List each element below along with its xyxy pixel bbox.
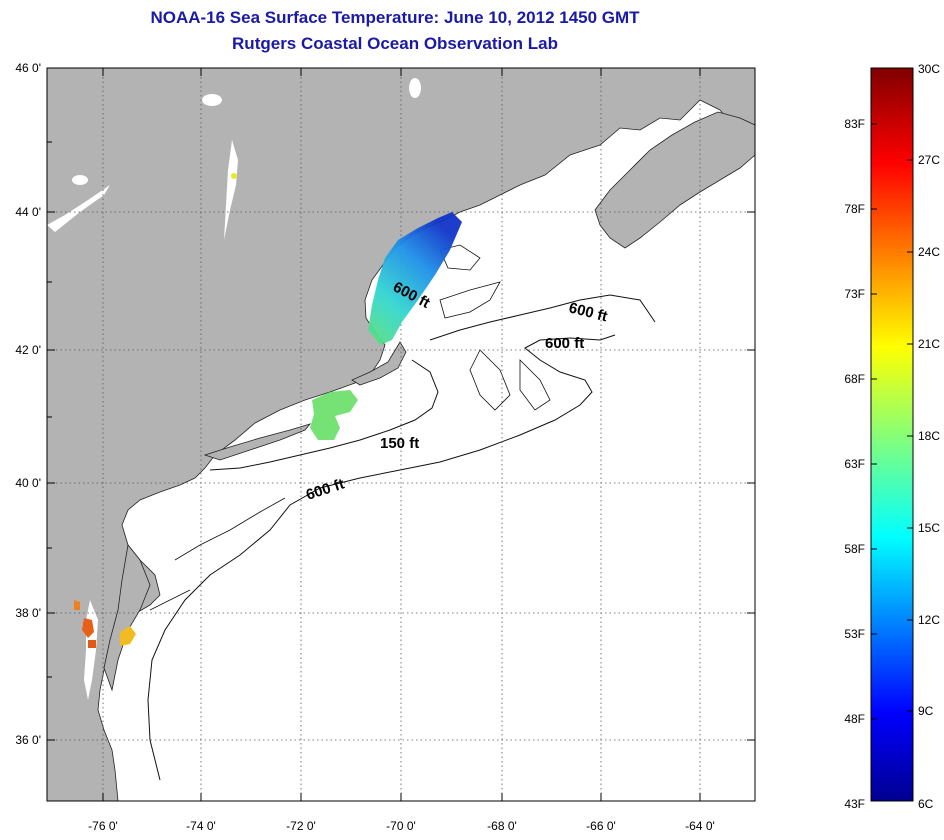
lat-label: 46 0': [15, 61, 41, 75]
land-delmarva: [103, 544, 151, 692]
contour-shelf-inner: [149, 497, 286, 611]
sst-patch-bay: [88, 640, 96, 648]
lat-label: 42 0': [15, 343, 41, 357]
colorbar-f-label: 43F: [844, 797, 865, 811]
lake-small: [409, 78, 421, 98]
contour-600ft: [429, 294, 656, 341]
land-nova-scotia: [594, 111, 755, 249]
sst-patch-bay: [82, 618, 94, 638]
contour-gulf-basins: [439, 244, 551, 411]
colorbar-c-label: 27C: [918, 153, 940, 167]
colorbar-c-label: 12C: [918, 613, 940, 627]
colorbar-f-label: 58F: [844, 542, 865, 556]
colorbar-c-label: 6C: [918, 797, 934, 811]
sst-patch-nantucket: [310, 390, 358, 440]
axis-ticks: [47, 67, 755, 801]
colorbar-f-label: 48F: [844, 712, 865, 726]
colorbar-c-label: 21C: [918, 337, 940, 351]
map-subtitle: Rutgers Coastal Ocean Observation Lab: [232, 34, 558, 53]
lat-label: 44 0': [15, 205, 41, 219]
sst-patch-bay: [74, 600, 80, 610]
colorbar-c-label: 18C: [918, 429, 940, 443]
lon-label: -70 0': [386, 819, 416, 833]
colorbar-f-label: 63F: [844, 457, 865, 471]
contour-600ft: [147, 334, 616, 781]
lat-label: 40 0': [15, 476, 41, 490]
lon-label: -68 0': [487, 819, 517, 833]
colorbar-f-label: 68F: [844, 372, 865, 386]
lon-label: -72 0': [286, 819, 316, 833]
colorbar-c-label: 15C: [918, 521, 940, 535]
colorbar-c-label: 24C: [918, 245, 940, 259]
graticule: [47, 68, 755, 801]
colorbar-ticks: [871, 123, 913, 720]
lon-label: -74 0': [186, 819, 216, 833]
colorbar-c-label: 30C: [918, 62, 940, 76]
lake-champlain: [224, 140, 238, 240]
depth-label: 600 ft: [545, 335, 584, 352]
lon-label: -64 0': [685, 819, 715, 833]
sst-patch-delmarva: [120, 626, 136, 646]
lat-label: 38 0': [15, 606, 41, 620]
lake-small: [202, 94, 222, 106]
colorbar-f-label: 53F: [844, 627, 865, 641]
colorbar-f-label: 83F: [844, 117, 865, 131]
land-cape-cod: [351, 341, 407, 386]
lon-label: -66 0': [586, 819, 616, 833]
lake-ontario: [47, 185, 110, 232]
lon-label: -76 0': [88, 819, 118, 833]
sst-patch-lake: [231, 173, 237, 179]
contour-150ft: [209, 359, 439, 471]
depth-label: 150 ft: [380, 435, 419, 452]
land-long-island: [203, 423, 312, 461]
lake-small: [72, 175, 88, 185]
colorbar: [870, 67, 914, 802]
colorbar-f-label: 73F: [844, 287, 865, 301]
colorbar-c-label: 9C: [918, 704, 934, 718]
lat-label: 36 0': [15, 733, 41, 747]
colorbar-f-label: 78F: [844, 202, 865, 216]
sst-swath-gulf-of-maine: [368, 212, 462, 345]
map-title: NOAA-16 Sea Surface Temperature: June 10…: [150, 8, 640, 27]
